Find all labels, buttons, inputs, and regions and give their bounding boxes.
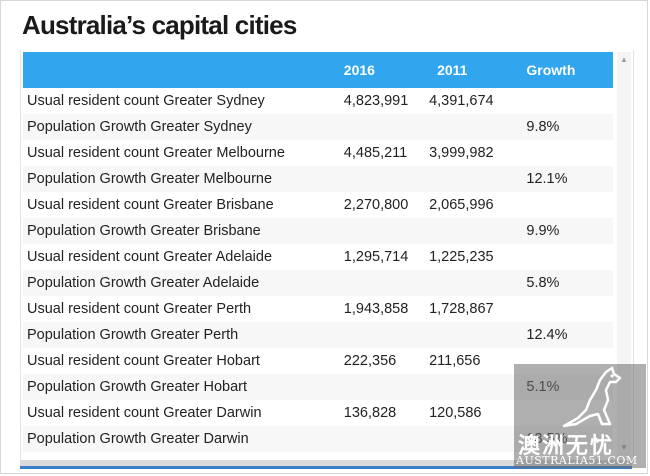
watermark-url: AUSTRALIA51.COM [516, 454, 638, 467]
cell-2016: 4,485,211 [343, 145, 408, 161]
table-header-row: 2016 2011 Growth [23, 52, 613, 88]
row-label: Usual resident count Greater Hobart [27, 353, 260, 369]
row-label: Population Growth Greater Adelaide [23, 270, 330, 296]
watermark-chinese-text: 澳洲无忧 [518, 434, 615, 459]
table-row: Population Growth Greater Sydney 9.8% [23, 114, 613, 140]
table-row: Usual resident count Greater Adelaide 1,2… [23, 244, 613, 270]
cell-growth [512, 296, 613, 322]
cell-2016 [329, 166, 428, 192]
cell-growth [512, 244, 613, 270]
cell-growth: 9.8% [512, 114, 613, 140]
cell-growth: 12.4% [512, 322, 613, 348]
cell-2016 [329, 270, 428, 296]
table-row: Usual resident count Greater Melbourne 4,… [23, 140, 613, 166]
cell-growth: 5.8% [512, 270, 613, 296]
table-row: Usual resident count Greater Darwin 136,8… [23, 400, 613, 426]
header-2011[interactable]: 2011 [427, 52, 513, 88]
cell-2016 [329, 426, 428, 452]
kangaroo-logo-icon [562, 366, 622, 428]
cell-2016 [329, 322, 428, 348]
table-row: Usual resident count Greater Sydney 4,823… [23, 88, 613, 114]
cell-2016 [329, 218, 428, 244]
row-label: Population Growth Greater Darwin [23, 426, 330, 452]
cell-2011 [427, 114, 513, 140]
cell-2011 [427, 322, 513, 348]
watermark: 澳洲无忧 AUSTRALIA51.COM [514, 364, 646, 468]
table-row: Population Growth Greater Melbourne 12.1% [23, 166, 613, 192]
table-row: Usual resident count Greater Perth 1,943,… [23, 296, 613, 322]
cell-2011: 211,656 [429, 353, 481, 369]
cell-2011 [427, 426, 513, 452]
row-label: Usual resident count Greater Sydney [27, 93, 265, 109]
cell-2016: 136,828 [343, 405, 397, 421]
scroll-up-icon[interactable]: ▲ [620, 55, 628, 64]
header-growth[interactable]: Growth [512, 52, 613, 88]
cell-2011: 1,728,867 [429, 301, 494, 317]
cell-2016 [329, 374, 428, 400]
row-label: Population Growth Greater Hobart [23, 374, 330, 400]
cell-2011 [427, 270, 513, 296]
horizontal-scrollbar-track[interactable] [20, 460, 632, 469]
row-label: Usual resident count Greater Perth [27, 301, 252, 317]
cell-2016: 2,270,800 [343, 197, 409, 213]
cell-2011: 3,999,982 [429, 145, 494, 161]
cell-2011: 1,225,235 [429, 249, 494, 265]
row-label: Population Growth Greater Brisbane [23, 218, 330, 244]
cell-growth: 12.1% [512, 166, 613, 192]
cell-2011: 120,586 [429, 405, 482, 421]
row-label: Usual resident count Greater Melbourne [27, 145, 285, 161]
table-row: Population Growth Greater Perth 12.4% [23, 322, 613, 348]
cell-growth [512, 140, 613, 166]
table-row: Population Growth Greater Brisbane 9.9% [23, 218, 613, 244]
table-row: Usual resident count Greater Hobart 222,3… [23, 348, 613, 374]
cell-2011: 2,065,996 [429, 197, 494, 213]
cell-2011: 4,391,674 [429, 93, 494, 109]
data-table: 2016 2011 Growth Usual resident count Gr… [23, 52, 613, 452]
row-label: Usual resident count Greater Darwin [27, 405, 262, 421]
cell-2016: 1,295,714 [343, 249, 409, 265]
cell-2016: 1,943,858 [343, 301, 409, 317]
cell-2016: 4,823,991 [343, 93, 409, 109]
table-row: Usual resident count Greater Brisbane 2,2… [23, 192, 613, 218]
cell-2016 [329, 114, 428, 140]
row-label: Population Growth Greater Sydney [23, 114, 330, 140]
table-row: Population Growth Greater Adelaide 5.8% [23, 270, 613, 296]
row-label: Population Growth Greater Melbourne [23, 166, 330, 192]
header-label-column [23, 52, 330, 88]
header-2016[interactable]: 2016 [329, 52, 428, 88]
row-label: Usual resident count Greater Brisbane [27, 197, 274, 213]
cell-2011 [427, 374, 513, 400]
cell-growth [512, 192, 613, 218]
row-label: Population Growth Greater Perth [23, 322, 330, 348]
cell-2016: 222,356 [343, 353, 397, 369]
cell-2011 [427, 218, 513, 244]
cell-2011 [427, 166, 513, 192]
row-label: Usual resident count Greater Adelaide [27, 249, 273, 265]
page-title: Australia’s capital cities [22, 10, 297, 40]
cell-growth [512, 88, 613, 114]
cell-growth: 9.9% [512, 218, 613, 244]
